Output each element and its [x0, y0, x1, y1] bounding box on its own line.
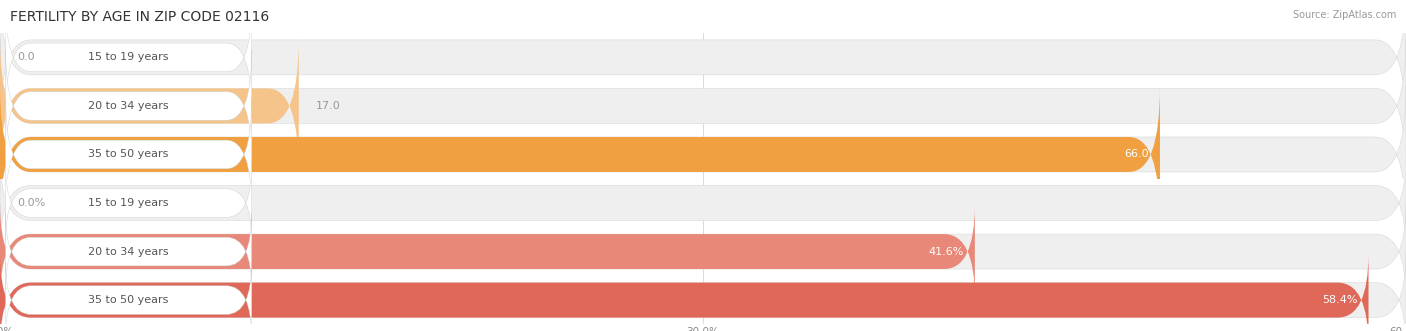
FancyBboxPatch shape [6, 2, 252, 113]
FancyBboxPatch shape [6, 50, 252, 162]
FancyBboxPatch shape [0, 38, 1406, 174]
FancyBboxPatch shape [6, 99, 252, 210]
FancyBboxPatch shape [0, 205, 1406, 298]
FancyBboxPatch shape [6, 165, 252, 241]
Text: 0.0%: 0.0% [17, 198, 45, 208]
FancyBboxPatch shape [6, 213, 252, 290]
FancyBboxPatch shape [0, 86, 1406, 222]
Text: 0.0: 0.0 [17, 52, 35, 62]
Text: 35 to 50 years: 35 to 50 years [89, 150, 169, 160]
Text: Source: ZipAtlas.com: Source: ZipAtlas.com [1292, 10, 1396, 20]
FancyBboxPatch shape [0, 38, 298, 174]
FancyBboxPatch shape [0, 0, 1406, 125]
Text: FERTILITY BY AGE IN ZIP CODE 02116: FERTILITY BY AGE IN ZIP CODE 02116 [10, 10, 269, 24]
Text: 58.4%: 58.4% [1322, 295, 1357, 305]
Text: 35 to 50 years: 35 to 50 years [89, 295, 169, 305]
Text: 20 to 34 years: 20 to 34 years [89, 247, 169, 257]
Text: 20 to 34 years: 20 to 34 years [89, 101, 169, 111]
FancyBboxPatch shape [0, 86, 1160, 222]
Text: 17.0: 17.0 [315, 101, 340, 111]
FancyBboxPatch shape [0, 254, 1368, 331]
FancyBboxPatch shape [0, 254, 1406, 331]
Text: 41.6%: 41.6% [928, 247, 963, 257]
Text: 66.0: 66.0 [1123, 150, 1149, 160]
Text: 15 to 19 years: 15 to 19 years [89, 52, 169, 62]
FancyBboxPatch shape [0, 157, 1406, 250]
Text: 15 to 19 years: 15 to 19 years [89, 198, 169, 208]
FancyBboxPatch shape [0, 205, 974, 298]
FancyBboxPatch shape [6, 262, 252, 331]
